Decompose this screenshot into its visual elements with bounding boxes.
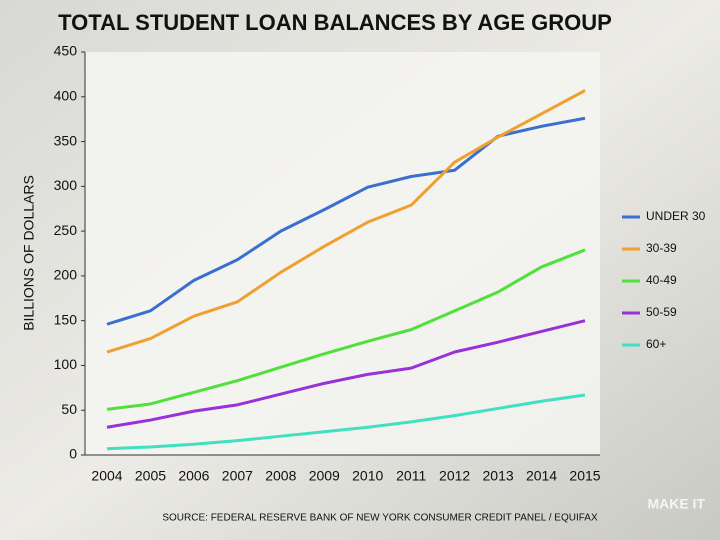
x-tick-label: 2012 bbox=[439, 468, 470, 484]
x-tick-label: 2009 bbox=[309, 468, 340, 484]
y-tick-label: 350 bbox=[54, 132, 78, 148]
legend-label: 50-59 bbox=[646, 305, 677, 319]
brand: MAKE IT bbox=[647, 496, 705, 512]
source: SOURCE: FEDERAL RESERVE BANK OF NEW YORK… bbox=[162, 513, 598, 524]
y-tick-label: 250 bbox=[54, 222, 78, 238]
y-tick-label: 300 bbox=[54, 177, 78, 193]
y-tick-label: 150 bbox=[54, 311, 78, 327]
y-tick-label: 200 bbox=[54, 267, 78, 283]
legend-label: 30-39 bbox=[646, 241, 677, 255]
x-tick-label: 2011 bbox=[396, 468, 426, 484]
y-tick-label: 0 bbox=[69, 446, 77, 462]
x-tick-label: 2004 bbox=[91, 468, 122, 484]
x-tick-label: 2013 bbox=[483, 468, 514, 484]
x-tick-label: 2015 bbox=[569, 468, 600, 484]
x-tick-label: 2007 bbox=[222, 468, 253, 484]
x-tick-label: 2006 bbox=[178, 468, 209, 484]
line-series bbox=[106, 248, 586, 411]
plot-area bbox=[85, 52, 600, 455]
y-tick-label: 100 bbox=[54, 356, 78, 372]
x-tick-label: 2005 bbox=[135, 468, 166, 484]
line-series bbox=[106, 319, 586, 429]
legend-label: 40-49 bbox=[646, 273, 677, 287]
y-tick-label: 400 bbox=[54, 87, 78, 103]
legend-label: UNDER 30 bbox=[646, 209, 706, 223]
x-tick-label: 2014 bbox=[526, 468, 557, 484]
y-tick-label: 450 bbox=[54, 43, 78, 59]
y-axis-label: BILLIONS OF DOLLARS bbox=[21, 175, 37, 331]
x-tick-label: 2010 bbox=[352, 468, 383, 484]
line-series bbox=[106, 393, 586, 451]
chart-title: TOTAL STUDENT LOAN BALANCES BY AGE GROUP bbox=[58, 10, 612, 35]
line-series bbox=[106, 89, 586, 354]
y-tick-label: 50 bbox=[61, 401, 77, 417]
x-tick-label: 2008 bbox=[265, 468, 296, 484]
legend-label: 60+ bbox=[646, 337, 666, 351]
